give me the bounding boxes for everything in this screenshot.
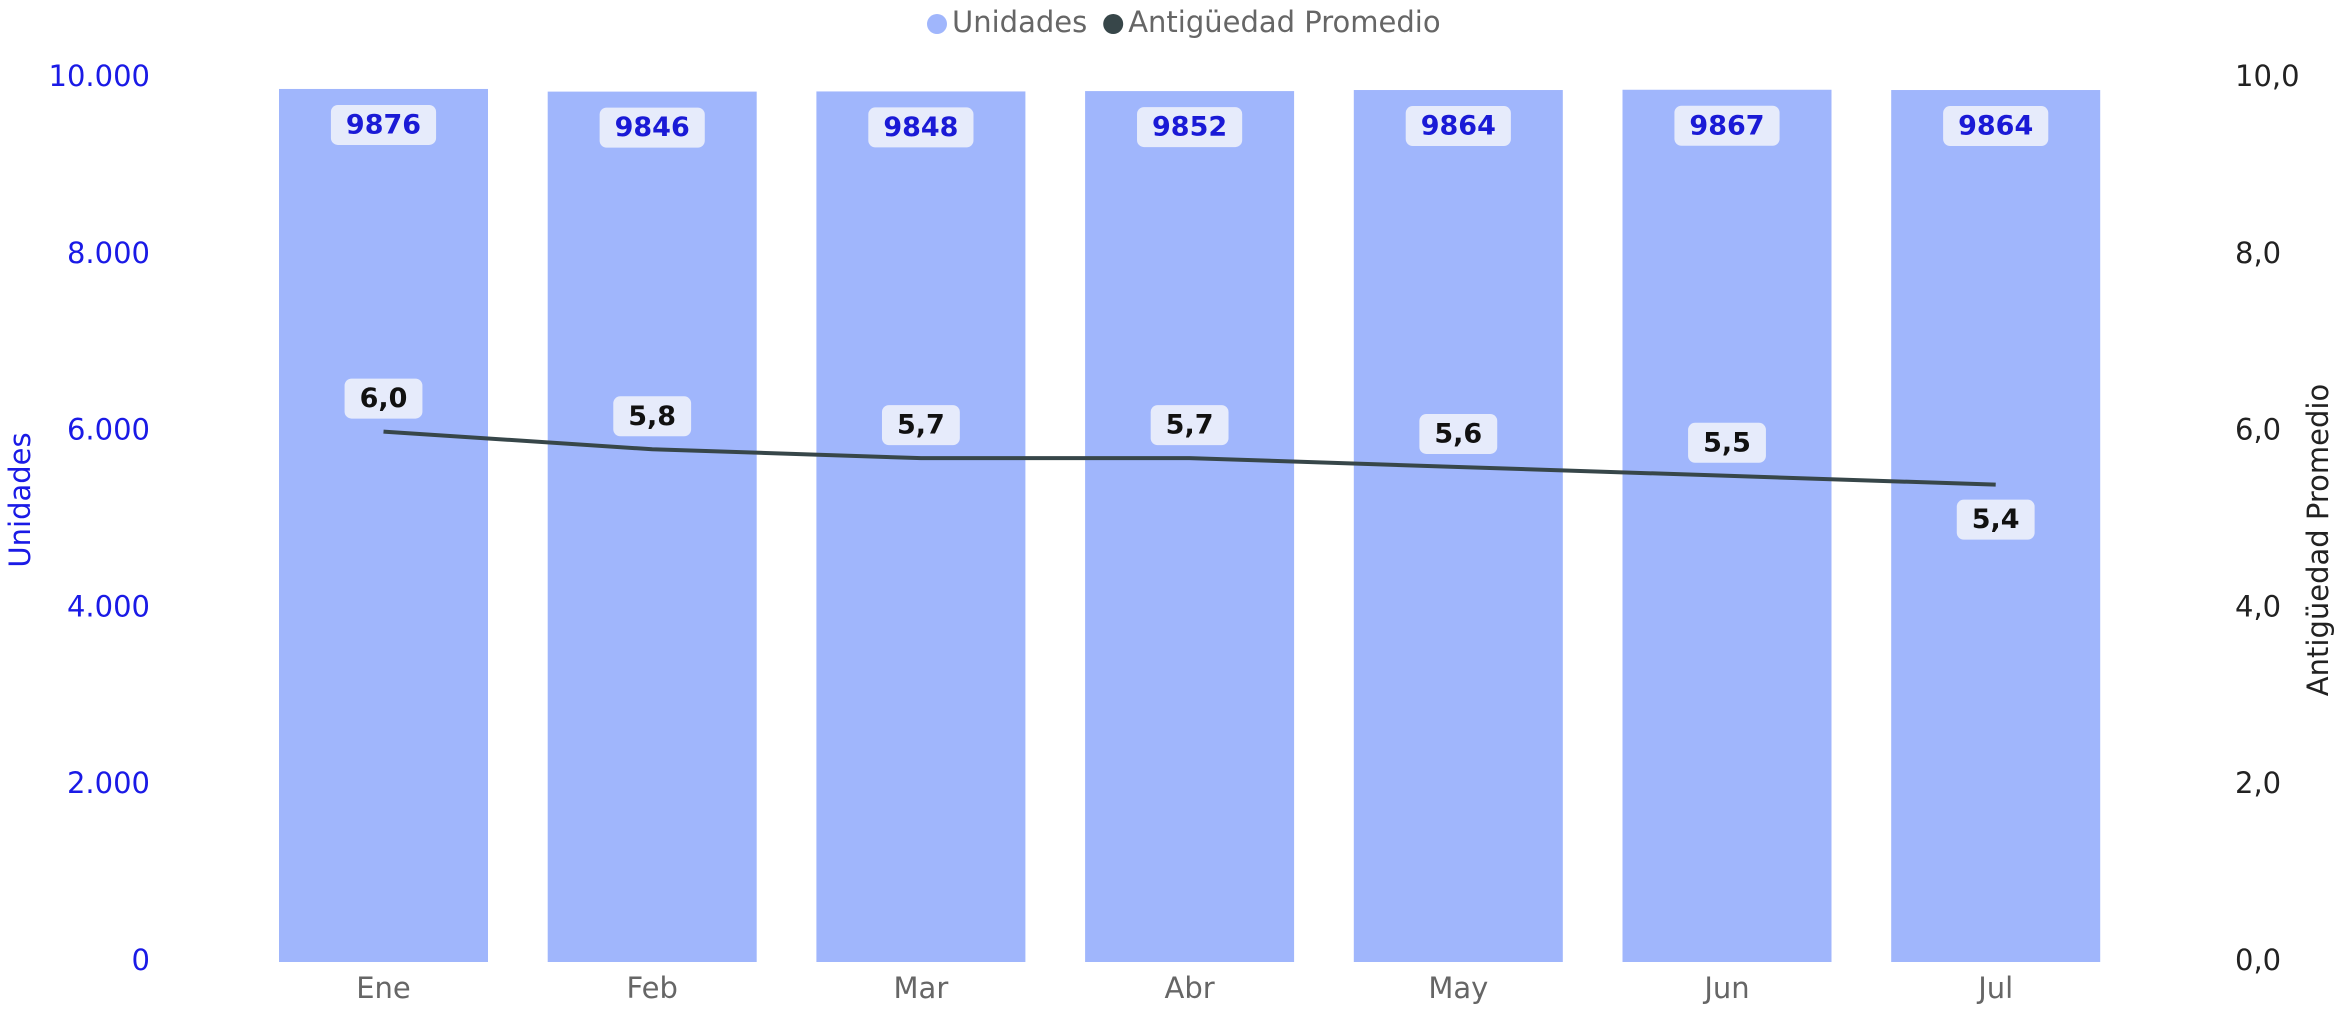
y-tick-label: 2.000 (67, 766, 150, 800)
label-background (1150, 405, 1229, 446)
bar-label: 9864 (1958, 111, 2033, 142)
label-background (330, 104, 437, 145)
bar-label-box (868, 107, 974, 148)
x-tick-label: Jun (1702, 971, 1749, 1005)
bar-label-box (330, 104, 437, 145)
line-label: 5,5 (1703, 427, 1751, 458)
line-label-box (1419, 413, 1498, 454)
bar (1085, 91, 1295, 963)
y2-tick-label: 8,0 (2235, 236, 2281, 270)
line-label-box (881, 405, 960, 446)
label-background (1674, 105, 1780, 146)
line-label: 5,7 (1166, 410, 1214, 441)
y2-tick-label: 10,0 (2235, 59, 2300, 93)
label-background (344, 378, 423, 419)
label-background (1688, 422, 1766, 463)
bar (1622, 89, 1832, 962)
bar-label-box (1674, 105, 1780, 146)
bar-label: 9876 (346, 109, 421, 140)
line-label-box (613, 396, 692, 437)
line-label: 5,7 (897, 410, 945, 441)
y-tick-label: 6.000 (67, 413, 150, 447)
line-label: 5,6 (1434, 418, 1482, 449)
label-background (599, 107, 705, 148)
bar (1353, 90, 1563, 962)
label-background (1137, 107, 1243, 148)
label-background (1943, 106, 2049, 147)
label-background (1419, 413, 1498, 454)
bar (816, 91, 1026, 963)
bar-label: 9852 (1152, 112, 1227, 143)
label-background (1956, 499, 2035, 540)
x-tick-label: Jul (1976, 971, 2013, 1005)
line-label-box (1956, 499, 2035, 540)
legend-marker (1103, 14, 1124, 34)
legend-label: Antigüedad Promedio (1128, 5, 1440, 39)
x-tick-label: Feb (627, 971, 678, 1005)
x-tick-label: Ene (356, 971, 411, 1005)
line-label: 5,8 (628, 401, 676, 432)
bar-label: 9867 (1689, 110, 1764, 141)
y-tick-label: 10.000 (49, 59, 150, 93)
bar (547, 91, 757, 963)
y2-tick-label: 2,0 (2235, 766, 2281, 800)
bar-label-box (1137, 107, 1243, 148)
y-axis-title: Unidades (3, 432, 37, 567)
line-label-box (344, 378, 423, 419)
label-background (881, 405, 960, 446)
y2-tick-label: 6,0 (2235, 413, 2281, 447)
y-tick-label: 8.000 (67, 236, 150, 270)
x-tick-label: May (1428, 971, 1488, 1005)
legend-marker (927, 14, 947, 34)
y2-tick-label: 4,0 (2235, 589, 2281, 623)
y-tick-label: 0 (132, 943, 150, 977)
x-tick-label: Abr (1165, 971, 1215, 1005)
bar-label-box (1943, 106, 2049, 147)
bar (279, 88, 488, 962)
legend-label: Unidades (952, 5, 1087, 39)
y-tick-label: 4.000 (67, 589, 150, 623)
line-label-box (1150, 405, 1229, 446)
bar-label: 9848 (883, 112, 958, 143)
label-background (613, 396, 692, 437)
bar-label-box (1405, 106, 1511, 147)
y2-tick-label: 0,0 (2235, 943, 2281, 977)
line (383, 429, 1996, 487)
line-label-box (1688, 422, 1766, 463)
y2-axis-title: Antigüedad Promedio (2301, 384, 2335, 696)
bar-label: 9864 (1421, 111, 1496, 142)
bar-label-box (599, 107, 705, 148)
bar-label: 9846 (615, 112, 690, 143)
line-label: 5,4 (1972, 504, 2020, 535)
line-label: 6,0 (360, 383, 408, 414)
x-tick-label: Mar (894, 971, 949, 1005)
label-background (1405, 106, 1511, 147)
label-background (868, 107, 974, 148)
